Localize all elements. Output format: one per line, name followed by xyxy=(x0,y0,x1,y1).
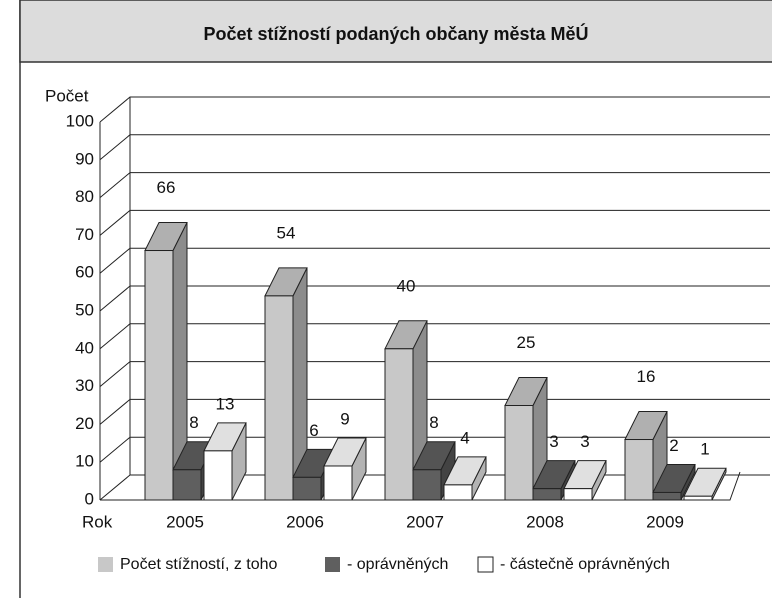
value-label: 3 xyxy=(580,432,589,451)
bar-front xyxy=(443,484,473,501)
x-tick-label: 2006 xyxy=(286,512,324,531)
grid-line xyxy=(99,134,770,161)
bar-front xyxy=(683,495,713,501)
grid-line xyxy=(99,323,770,350)
bar xyxy=(264,267,308,501)
bar xyxy=(323,437,367,501)
grid-line xyxy=(99,436,770,463)
y-tick-label: 80 xyxy=(75,187,94,206)
value-label: 9 xyxy=(340,409,349,428)
bar-front xyxy=(203,450,233,501)
bar-front xyxy=(563,488,593,501)
bar-front xyxy=(624,439,654,501)
chart-title: Počet stížností podaných občany města Mě… xyxy=(203,23,588,44)
bar-front xyxy=(532,488,562,501)
bar xyxy=(652,463,696,501)
value-label: 54 xyxy=(277,223,296,242)
y-tick-label: 90 xyxy=(75,149,94,168)
y-tick-label: 40 xyxy=(75,338,94,357)
bar xyxy=(203,422,247,501)
value-label: 66 xyxy=(157,178,176,197)
grid-line xyxy=(99,96,770,123)
value-label: 8 xyxy=(189,413,198,432)
bar-front xyxy=(264,295,294,501)
x-tick-label: 2005 xyxy=(166,512,204,531)
grid-line xyxy=(99,361,770,387)
bar-front xyxy=(504,405,534,501)
y-tick-label: 50 xyxy=(75,300,94,319)
bar-front xyxy=(652,491,682,501)
y-tick-label: 10 xyxy=(75,452,94,471)
grid-line xyxy=(99,209,770,236)
bar-front xyxy=(144,250,174,501)
value-label: 6 xyxy=(309,421,318,440)
grid-line xyxy=(99,398,770,425)
y-tick-label: 60 xyxy=(75,263,94,282)
grid-line xyxy=(99,172,770,198)
legend-swatch xyxy=(477,556,494,573)
x-tick-label: 2008 xyxy=(526,512,564,531)
value-label: 16 xyxy=(637,367,656,386)
bar xyxy=(683,467,727,501)
value-label: 13 xyxy=(216,394,235,413)
bar xyxy=(504,377,548,501)
bar-front xyxy=(323,465,353,501)
value-label: 3 xyxy=(549,432,558,451)
value-label: 8 xyxy=(429,413,438,432)
value-label: 2 xyxy=(669,436,678,455)
legend-swatch xyxy=(325,557,340,572)
legend-swatch xyxy=(98,557,113,572)
grid-line xyxy=(99,247,770,274)
frame xyxy=(19,0,772,598)
value-label: 25 xyxy=(517,333,536,352)
grid-line xyxy=(99,285,770,312)
legend-label: - částečně oprávněných xyxy=(500,556,670,573)
bar xyxy=(443,456,487,501)
header xyxy=(19,0,772,63)
bar-front xyxy=(172,469,202,501)
y-axis-label: Počet xyxy=(45,86,89,105)
value-label: 40 xyxy=(397,276,416,295)
x-tick-label: 2007 xyxy=(406,512,444,531)
bar-front xyxy=(292,476,322,501)
value-label: 4 xyxy=(460,428,469,447)
x-axis-label: Rok xyxy=(82,512,113,531)
y-tick-label: 70 xyxy=(75,225,94,244)
bar xyxy=(144,222,188,501)
bar xyxy=(563,460,607,501)
y-tick-label: 20 xyxy=(75,414,94,433)
y-tick-label: 100 xyxy=(66,111,94,130)
x-tick-label: 2009 xyxy=(646,512,684,531)
y-tick-label: 30 xyxy=(75,376,94,395)
y-tick-label: 0 xyxy=(85,489,94,508)
bar-front xyxy=(412,469,442,501)
legend-label: Počet stížností, z toho xyxy=(120,556,278,573)
value-label: 1 xyxy=(700,440,709,459)
legend-label: - oprávněných xyxy=(347,556,448,573)
bar-front xyxy=(384,348,414,501)
